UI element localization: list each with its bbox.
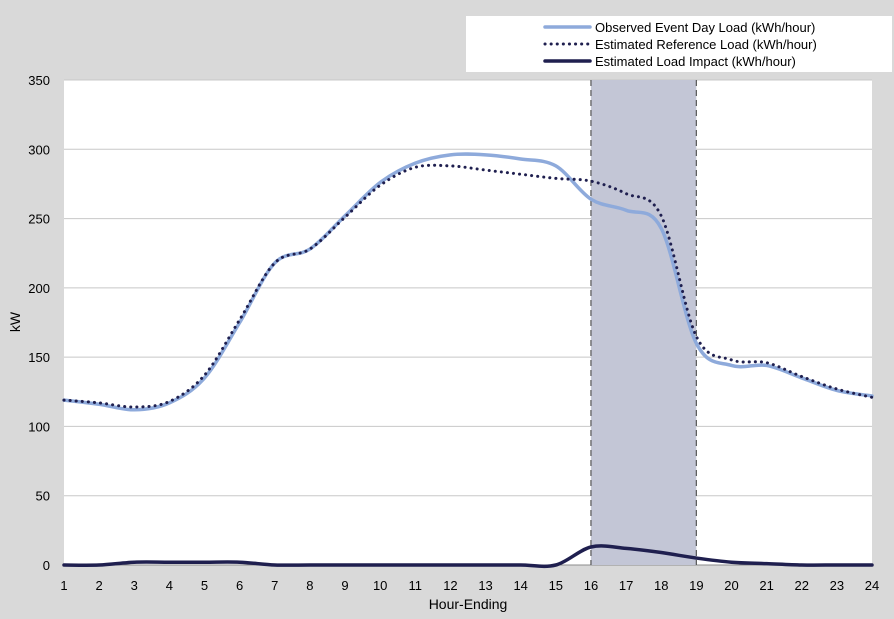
x-tick-label: 13 bbox=[478, 578, 492, 593]
x-tick-label: 1 bbox=[60, 578, 67, 593]
x-tick-label: 9 bbox=[341, 578, 348, 593]
x-tick-label: 16 bbox=[584, 578, 598, 593]
x-tick-label: 23 bbox=[830, 578, 844, 593]
y-tick-label: 100 bbox=[28, 419, 50, 434]
x-tick-label: 10 bbox=[373, 578, 387, 593]
x-tick-label: 17 bbox=[619, 578, 633, 593]
x-tick-label: 7 bbox=[271, 578, 278, 593]
x-tick-label: 11 bbox=[409, 578, 423, 593]
grid bbox=[64, 79, 872, 566]
x-tick-label: 3 bbox=[131, 578, 138, 593]
x-tick-label: 14 bbox=[513, 578, 527, 593]
x-tick-label: 5 bbox=[201, 578, 208, 593]
x-axis-label: Hour-Ending bbox=[429, 596, 508, 612]
load-impact-line bbox=[62, 544, 874, 569]
x-axis: 1 2 3 4 5 6 7 8 9 10 11 12 13 14 15 16 17 18 19 20 21 22 23 24 bbox=[60, 578, 879, 593]
legend-impact-label: Estimated Load Impact (kWh/hour) bbox=[595, 54, 796, 69]
x-tick-label: 22 bbox=[795, 578, 809, 593]
x-tick-label: 8 bbox=[306, 578, 313, 593]
observed-load-line bbox=[62, 152, 874, 412]
y-tick-label: 300 bbox=[28, 142, 50, 157]
reference-load-line bbox=[62, 163, 874, 409]
event-window bbox=[590, 80, 697, 565]
event-window-shade bbox=[590, 80, 697, 565]
legend: Observed Event Day Load (kWh/hour) Estima… bbox=[466, 16, 892, 72]
y-axis-label: kW bbox=[7, 311, 23, 332]
legend-box bbox=[466, 16, 892, 72]
y-tick-label: 250 bbox=[28, 212, 50, 227]
x-tick-label: 18 bbox=[654, 578, 668, 593]
series-layer bbox=[62, 152, 874, 569]
x-tick-label: 20 bbox=[724, 578, 738, 593]
x-tick-label: 15 bbox=[549, 578, 563, 593]
legend-reference-label: Estimated Reference Load (kWh/hour) bbox=[595, 37, 817, 52]
legend-observed-label: Observed Event Day Load (kWh/hour) bbox=[595, 20, 815, 35]
x-tick-label: 6 bbox=[236, 578, 243, 593]
x-tick-label: 4 bbox=[166, 578, 173, 593]
x-tick-label: 19 bbox=[689, 578, 703, 593]
x-tick-label: 21 bbox=[759, 578, 773, 593]
x-tick-label: 24 bbox=[865, 578, 879, 593]
y-axis: 0 50 100 150 200 250 300 350 bbox=[28, 73, 50, 573]
x-tick-label: 2 bbox=[96, 578, 103, 593]
y-tick-label: 350 bbox=[28, 73, 50, 88]
x-tick-label: 12 bbox=[443, 578, 457, 593]
y-tick-label: 0 bbox=[43, 558, 50, 573]
plot-area bbox=[64, 80, 872, 565]
y-tick-label: 200 bbox=[28, 281, 50, 296]
y-tick-label: 150 bbox=[28, 350, 50, 365]
y-tick-label: 50 bbox=[36, 489, 50, 504]
